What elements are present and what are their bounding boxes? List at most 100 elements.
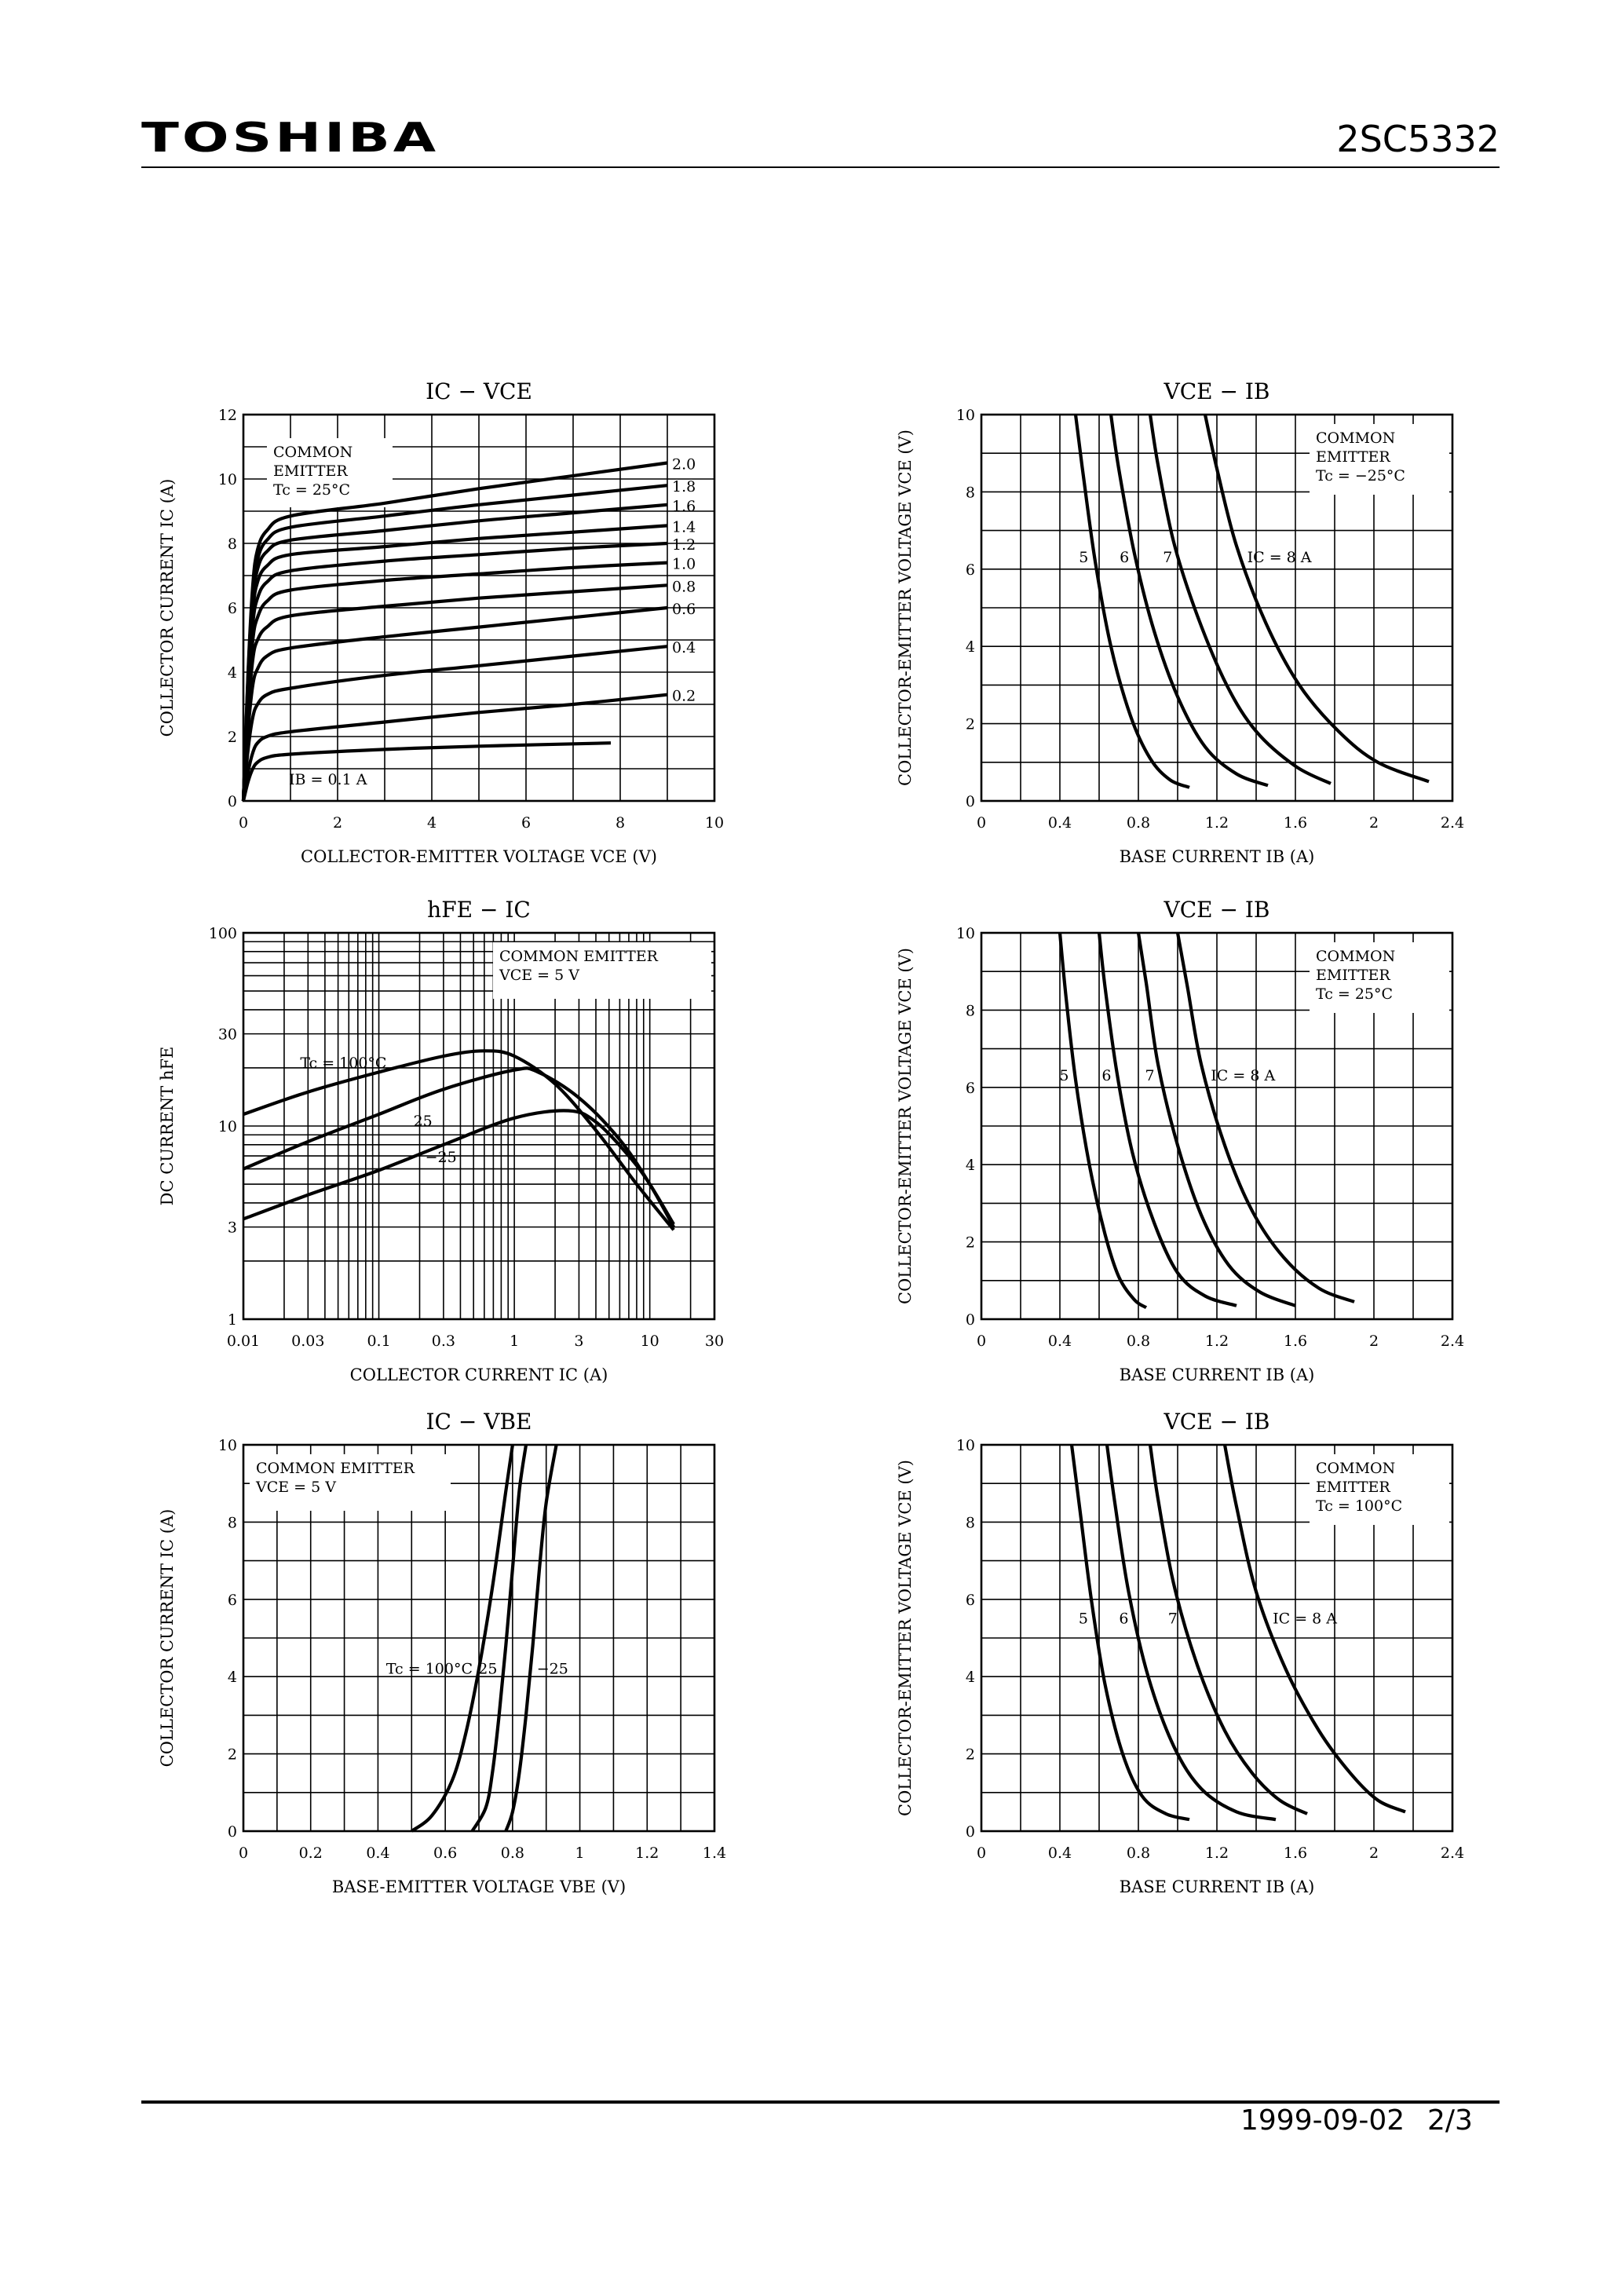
condition-text: EMITTER [1316,1479,1390,1496]
plot-frame [242,413,716,803]
series-label: 1.0 [672,556,696,573]
y-tick-label: 6 [966,1080,975,1097]
x-tick-label: 1.2 [1205,1333,1229,1350]
series-line [1058,932,1148,1310]
y-tick-label: 4 [966,1669,975,1686]
series-line [1136,932,1296,1307]
x-tick-label: 10 [705,814,724,832]
x-tick-label: 0.8 [1127,814,1150,832]
condition-text: COMMON [1316,1460,1395,1477]
y-tick-label: 10 [218,1437,237,1454]
x-tick-label: 0.3 [432,1333,455,1350]
condition-box [1310,942,1449,1013]
y-tick-label: 6 [966,561,975,579]
brand-logo: TOSHIBA [141,115,440,162]
x-tick-label: 2 [1369,1844,1379,1862]
x-tick-label: 0 [977,1844,986,1862]
x-axis-label: BASE CURRENT IB (A) [1120,1877,1315,1896]
footer-rule [141,2100,1500,2104]
series-line [1222,1444,1406,1814]
condition-text: EMITTER [273,462,348,480]
series-label: IC = 8 A [1211,1067,1275,1084]
series-label: −25 [426,1149,457,1166]
y-axis-label: COLLECTOR-EMITTER VOLTAGE VCE (V) [896,1460,915,1816]
part-number: 2SC5332 [1336,118,1500,160]
series-label: 1.6 [672,498,696,515]
plot-frame [980,931,1454,1321]
chart-title: VCE − IB [1164,378,1270,404]
y-tick-label: 10 [956,1437,975,1454]
x-tick-label: 2 [1369,814,1379,832]
x-axis-label: BASE-EMITTER VOLTAGE VBE (V) [332,1877,626,1896]
y-tick-label: 2 [228,1746,237,1764]
y-tick-label: 8 [228,536,237,553]
y-tick-label: 10 [218,471,237,488]
y-tick-label: 2 [228,729,237,746]
plot-frame [242,1443,716,1833]
x-tick-label: 0.4 [1048,1844,1072,1862]
series-line [241,645,668,802]
condition-text: COMMON [1316,948,1395,965]
x-tick-label: 0 [239,814,248,832]
chart-title: VCE − IB [1164,1409,1270,1435]
series-line [1105,1444,1277,1822]
condition-box [267,438,393,507]
y-tick-label: 8 [966,1002,975,1019]
x-tick-label: 0.03 [291,1333,324,1350]
series-line [1097,932,1237,1307]
x-tick-label: 1.6 [1284,1844,1307,1862]
x-tick-label: 10 [641,1333,659,1350]
y-tick-label: 0 [966,1823,975,1841]
chart-title: IC − VBE [426,1409,532,1435]
series-label: −25 [537,1660,568,1677]
x-tick-label: 8 [616,814,625,832]
condition-text: VCE = 5 V [255,1479,336,1496]
series-label: 7 [1168,1610,1178,1627]
x-axis-label: BASE CURRENT IB (A) [1120,1366,1315,1384]
grid [243,415,714,801]
condition-text: Tc = 25°C [273,481,350,499]
series-label: 6 [1120,549,1129,566]
x-axis-label: COLLECTOR-EMITTER VOLTAGE VCE (V) [301,847,657,866]
series-label: 1.2 [672,536,696,554]
x-tick-label: 0 [977,1333,986,1350]
y-tick-label: 100 [209,925,237,942]
series-label: 5 [1079,549,1088,566]
series-line [1073,414,1190,789]
y-tick-label: 2 [966,716,975,733]
y-axis-label: DC CURRENT hFE [158,1047,177,1206]
y-tick-label: 4 [228,664,237,682]
x-axis-label: COLLECTOR CURRENT IC (A) [350,1366,608,1384]
series-label: IC = 8 A [1248,549,1312,566]
condition-text: COMMON [273,444,353,461]
series-label: 7 [1145,1067,1154,1084]
series-label: 7 [1163,549,1172,566]
x-tick-label: 0.01 [227,1333,260,1350]
x-tick-label: 1.2 [1205,814,1229,832]
header-rule [141,166,1500,168]
y-tick-label: 2 [966,1234,975,1252]
series-label: 5 [1079,1610,1088,1627]
x-tick-label: 0 [239,1844,248,1862]
x-tick-label: 2 [333,814,342,832]
y-tick-label: 0 [228,793,237,810]
x-tick-label: 1.6 [1284,814,1307,832]
x-tick-label: 0.4 [1048,814,1072,832]
condition-text: Tc = 25°C [1316,985,1393,1003]
series-line [241,461,668,802]
y-tick-label: 6 [966,1592,975,1609]
condition-text: EMITTER [1316,448,1390,466]
series-line [1175,932,1355,1303]
y-tick-label: 1 [228,1311,237,1329]
y-axis-label: COLLECTOR-EMITTER VOLTAGE VCE (V) [896,430,915,786]
series-label: 6 [1119,1610,1128,1627]
plot-frame [242,931,716,1321]
x-tick-label: 1.2 [1205,1844,1229,1862]
y-tick-label: 30 [218,1026,237,1044]
x-tick-label: 2.4 [1441,1844,1464,1862]
y-tick-label: 6 [228,600,237,617]
condition-text: Tc = −25°C [1316,467,1405,484]
x-tick-label: 0.1 [367,1333,390,1350]
y-tick-label: 10 [218,1118,237,1135]
